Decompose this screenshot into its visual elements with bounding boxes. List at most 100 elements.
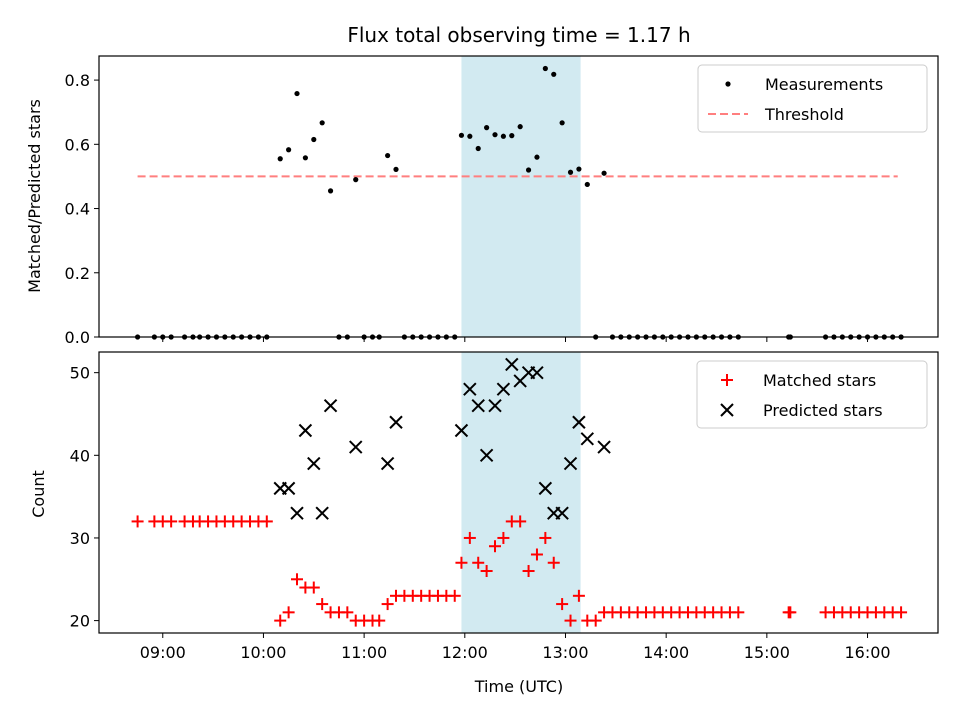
- measurement-point: [525, 167, 532, 173]
- measurement-point: [385, 152, 391, 159]
- x-axis-label: Time (UTC): [474, 677, 563, 696]
- measurement-point: [559, 120, 565, 126]
- bottom-legend: Matched stars Predicted stars: [696, 360, 928, 429]
- x-tick-label: 10:00: [240, 643, 286, 662]
- measurement-point: [277, 156, 283, 162]
- bottom-plot-frame: [98, 351, 939, 634]
- predicted-point: [530, 365, 544, 380]
- top-legend: Measurements Threshold: [697, 64, 928, 133]
- measurement-point: [319, 120, 325, 126]
- measurement-point: [393, 166, 399, 172]
- chart-title: Flux total observing time = 1.17 h: [347, 23, 690, 47]
- matched-point: [307, 581, 320, 594]
- predicted-point: [307, 456, 321, 471]
- top-y-tick-label: 0.2: [65, 264, 90, 283]
- predicted-point: [538, 481, 553, 496]
- x-tick-label: 12:00: [442, 643, 488, 662]
- matched-point: [341, 606, 354, 619]
- matched-point: [463, 531, 476, 544]
- top-y-tick-label: 0.0: [65, 328, 90, 347]
- matched-point: [131, 515, 144, 528]
- matched-point: [522, 565, 535, 578]
- measurement-point: [567, 169, 574, 175]
- legend-label-matched: Matched stars: [763, 371, 876, 390]
- predicted-point: [290, 506, 304, 520]
- matched-point: [291, 573, 304, 586]
- top-shaded-interval: [461, 56, 581, 337]
- predicted-point: [479, 448, 494, 463]
- bottom-legend-box: [696, 360, 928, 429]
- predicted-point: [572, 415, 586, 429]
- measurement-point: [484, 125, 490, 131]
- x-tick-label: 16:00: [844, 643, 890, 662]
- matched-point: [556, 598, 569, 611]
- matched-point: [497, 531, 510, 544]
- matched-point: [260, 515, 273, 528]
- matched-point: [530, 548, 543, 561]
- matched-point: [165, 515, 178, 528]
- measurement-point: [302, 155, 308, 161]
- predicted-point: [488, 399, 502, 413]
- measurement-point: [286, 147, 292, 153]
- predicted-point: [463, 382, 477, 396]
- measurement-point: [534, 154, 540, 160]
- matched-point: [514, 515, 527, 528]
- matched-point: [274, 614, 287, 627]
- measurement-point: [492, 132, 498, 138]
- predicted-point: [298, 423, 313, 438]
- predicted-point: [563, 456, 578, 471]
- matched-point: [784, 606, 797, 619]
- matched-point: [589, 614, 602, 627]
- measurement-point: [311, 136, 317, 143]
- top-legend-box: [697, 64, 928, 133]
- predicted-point: [580, 432, 595, 446]
- predicted-point: [454, 423, 469, 438]
- matched-point: [282, 606, 295, 619]
- measurement-point: [353, 177, 359, 183]
- matched-point: [316, 598, 329, 611]
- matched-point: [381, 598, 394, 611]
- x-tick-label: 13:00: [542, 643, 588, 662]
- matched-point: [472, 556, 485, 569]
- bottom-y-tick-label: 40: [70, 446, 90, 465]
- top-plot-frame: [98, 55, 939, 338]
- legend-marker-predicted: [720, 403, 734, 417]
- x-tick-label: 14:00: [643, 643, 689, 662]
- legend-label-predicted: Predicted stars: [763, 401, 883, 420]
- predicted-point: [471, 399, 485, 413]
- bottom-shaded-interval: [461, 352, 581, 633]
- predicted-point: [349, 440, 363, 454]
- measurement-point: [458, 132, 465, 138]
- matched-point: [572, 589, 585, 602]
- matched-point: [732, 606, 745, 619]
- predicted-point: [496, 382, 511, 396]
- bottom-y-tick-label: 20: [70, 612, 90, 631]
- predicted-point: [389, 415, 403, 429]
- x-tick-label: 15:00: [744, 643, 790, 662]
- legend-label-threshold: Threshold: [764, 105, 844, 124]
- predicted-point: [555, 506, 569, 520]
- measurement-point: [542, 65, 548, 72]
- matched-point: [480, 565, 493, 578]
- x-tick-label: 09:00: [140, 643, 186, 662]
- top-panel: 0.0 0.2 0.4 0.6 0.8: [65, 55, 939, 347]
- top-y-tick-label: 0.4: [65, 200, 90, 219]
- bottom-y-axis-label: Count: [29, 470, 48, 518]
- x-tick-label: 11:00: [341, 643, 387, 662]
- predicted-point: [281, 481, 296, 496]
- matched-point: [547, 556, 560, 569]
- matched-point: [895, 606, 908, 619]
- matched-point: [455, 556, 468, 569]
- predicted-point: [380, 456, 395, 471]
- legend-label-measurements: Measurements: [765, 75, 883, 94]
- legend-marker-matched: [721, 374, 733, 386]
- matched-point: [539, 531, 552, 544]
- measurement-point: [551, 71, 557, 77]
- measurement-point: [294, 90, 300, 97]
- predicted-point: [597, 440, 611, 454]
- predicted-point: [505, 357, 519, 372]
- matched-point: [564, 614, 577, 627]
- measurement-point: [475, 145, 481, 152]
- matched-point: [448, 589, 461, 602]
